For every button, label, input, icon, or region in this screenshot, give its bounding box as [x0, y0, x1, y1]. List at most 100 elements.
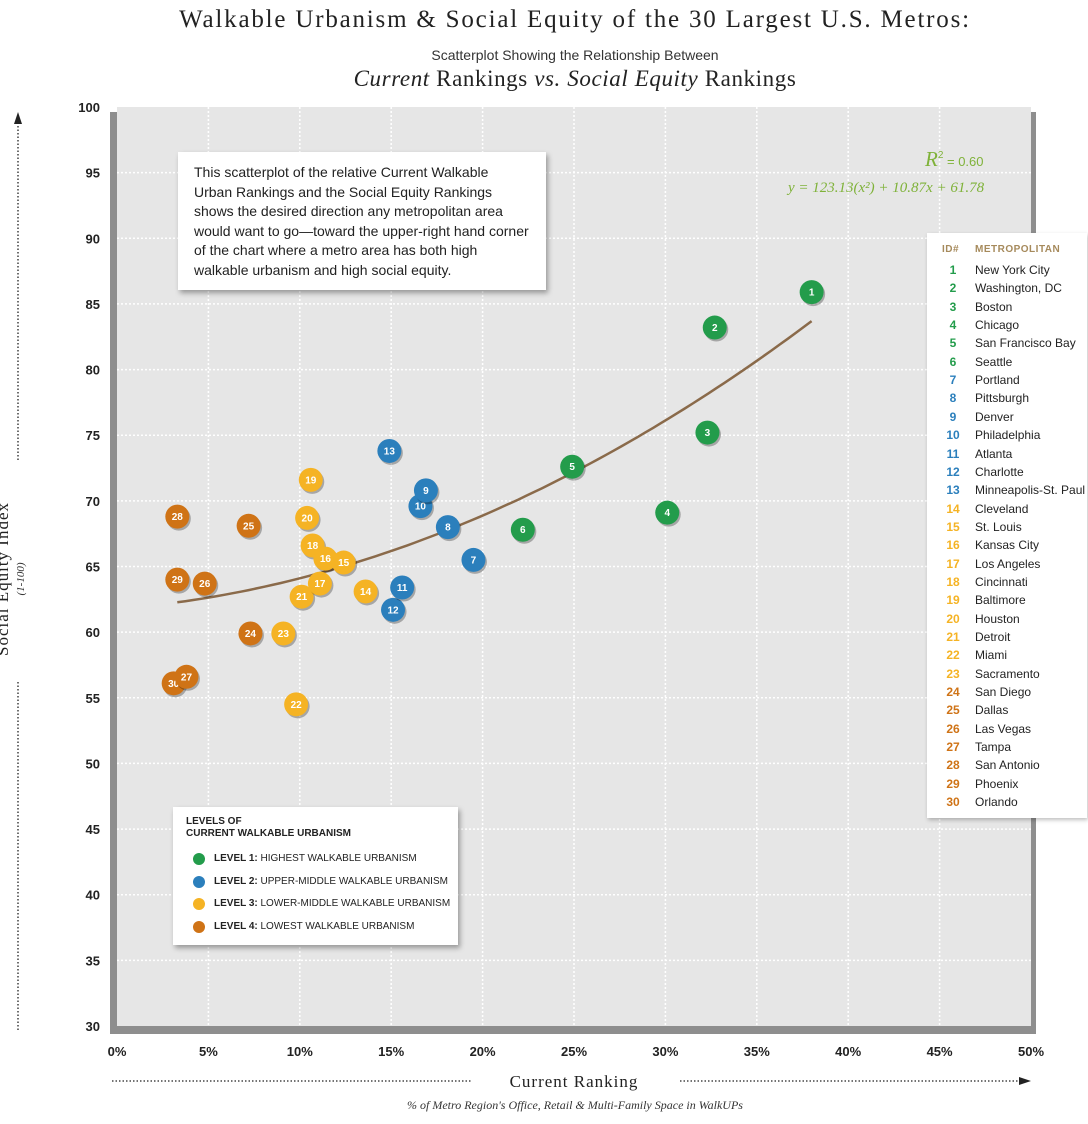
- x-tick-label: 45%: [927, 1044, 953, 1059]
- x-tick-label: 30%: [652, 1044, 678, 1059]
- legend-row-name: Pittsburgh: [975, 391, 1030, 406]
- subtitle-vs: vs.: [534, 66, 561, 91]
- legend-row-name: Cincinnati: [975, 574, 1028, 589]
- legend-row-name: Seattle: [975, 354, 1013, 369]
- scatter-point: [284, 692, 309, 717]
- legend-row: 9 Denver: [927, 408, 1087, 426]
- legend-row: 1 New York City: [927, 261, 1087, 279]
- legend-row-id: 9: [949, 409, 957, 424]
- legend-row: 12 Charlotte: [927, 463, 1087, 481]
- y-tick-label: 50: [86, 756, 100, 771]
- legend-row-name: Washington, DC: [975, 281, 1062, 296]
- legend-row-name: St. Louis: [975, 519, 1022, 534]
- legend-row-id: 18: [946, 574, 960, 589]
- level-4-label: LEVEL 4: LOWEST WALKABLE URBANISM: [214, 920, 414, 934]
- legend-row: 13 Minneapolis-St. Paul: [927, 481, 1087, 499]
- scatter-point: [381, 597, 406, 622]
- y-axis-subtitle: (1-100): [15, 562, 27, 596]
- legend-row-id: 5: [949, 336, 957, 351]
- legend-row-name: Miami: [975, 648, 1007, 663]
- legend-id-header: ID#: [942, 244, 960, 255]
- y-axis-title: Social Equity Index: [0, 501, 12, 657]
- scatter-point: [165, 504, 190, 529]
- level-2-bold: LEVEL 2:: [214, 876, 258, 887]
- legend-row-name: Las Vegas: [975, 721, 1032, 736]
- legend-row-name: Phoenix: [975, 776, 1019, 791]
- scatter-point: [238, 621, 263, 646]
- point-label: 19: [305, 475, 317, 486]
- y-tick-label: 65: [86, 560, 100, 575]
- point-label: 18: [307, 541, 319, 552]
- legend-row: 23 Sacramento: [927, 665, 1087, 683]
- scatter-point: [192, 571, 217, 596]
- scatter-point: [655, 500, 680, 525]
- legend-row-id: 24: [946, 685, 960, 700]
- y-tick-label: 60: [86, 625, 100, 640]
- legend-row-id: 26: [946, 721, 960, 736]
- levels-legend-title: LEVELS OF CURRENT WALKABLE URBANISM: [186, 816, 406, 840]
- metro-legend: ID# METROPOLITAN 1 New York City 2 Washingt…: [927, 233, 1087, 818]
- legend-row-name: Houston: [975, 611, 1020, 626]
- legend-row-id: 17: [946, 556, 960, 571]
- legend-row-name: Boston: [975, 299, 1013, 314]
- level-4-dot: [193, 921, 205, 933]
- level-4-text: LOWEST WALKABLE URBANISM: [257, 921, 415, 932]
- legend-row-id: 30: [946, 795, 960, 810]
- legend-row: 16 Kansas City: [927, 536, 1087, 554]
- legend-row-id: 25: [946, 703, 960, 718]
- point-label: 22: [291, 700, 303, 711]
- scatter-point: [271, 621, 296, 646]
- legend-row-id: 29: [946, 776, 960, 791]
- point-label: 28: [172, 512, 184, 523]
- legend-metro-header: METROPOLITAN: [975, 244, 1061, 255]
- x-axis-title: Current Ranking: [509, 1072, 639, 1091]
- legend-row: 25 Dallas: [927, 701, 1087, 719]
- legend-row-id: 12: [946, 464, 960, 479]
- legend-row: 15 St. Louis: [927, 518, 1087, 536]
- scatter-point: [298, 467, 323, 492]
- point-label: 16: [320, 554, 332, 565]
- legend-row: 20 Houston: [927, 610, 1087, 628]
- legend-row-name: Los Angeles: [975, 556, 1041, 571]
- x-tick-label: 10%: [287, 1044, 313, 1059]
- x-tick-label: 25%: [561, 1044, 587, 1059]
- x-tick-labels: 0% 5% 10% 15% 20% 25% 30% 35% 40% 45% 50%: [108, 1044, 1045, 1059]
- point-label: 17: [314, 579, 326, 590]
- scatter-point: [435, 515, 460, 540]
- scatter-point: [377, 438, 402, 463]
- legend-row-name: Denver: [975, 409, 1014, 424]
- legend-row: 17 Los Angeles: [927, 555, 1087, 573]
- x-axis-arrowhead: [1019, 1077, 1031, 1085]
- legend-row-id: 28: [946, 758, 960, 773]
- legend-row-id: 6: [949, 354, 957, 369]
- point-label: 6: [520, 525, 526, 536]
- point-label: 25: [243, 521, 255, 532]
- legend-row-id: 16: [946, 538, 960, 553]
- level-3-label: LEVEL 3: LOWER-MIDDLE WALKABLE URBANISM: [214, 897, 450, 911]
- legend-row-id: 1: [949, 263, 957, 277]
- legend-row-name: Minneapolis-St. Paul: [975, 483, 1086, 498]
- level-1-label: LEVEL 1: HIGHEST WALKABLE URBANISM: [214, 852, 417, 866]
- r-squared: R2 = 0.60: [925, 147, 984, 172]
- legend-row: 4 Chicago: [927, 316, 1087, 334]
- level-3-text: LOWER-MIDDLE WALKABLE URBANISM: [257, 898, 451, 909]
- scatter-point: [353, 579, 378, 604]
- point-label: 1: [809, 288, 815, 299]
- regression-equation: y = 123.13(x²) + 10.87x + 61.78: [788, 180, 985, 196]
- scatter-point: [165, 567, 190, 592]
- level-1-dot: [193, 853, 205, 865]
- axis-arrows: [14, 112, 1031, 1085]
- point-label: 23: [278, 629, 290, 640]
- y-tick-label: 70: [86, 494, 100, 509]
- legend-row-name: Sacramento: [975, 666, 1040, 681]
- legend-row-id: 20: [946, 611, 960, 626]
- scatter-point: [413, 478, 438, 503]
- legend-row-name: Orlando: [975, 795, 1018, 810]
- point-label: 27: [181, 672, 193, 683]
- legend-row: 2 Washington, DC: [927, 279, 1087, 297]
- legend-row-id: 7: [949, 373, 957, 388]
- legend-row-name: Philadelphia: [975, 428, 1041, 443]
- x-tick-label: 20%: [470, 1044, 496, 1059]
- legend-row-id: 23: [946, 666, 960, 681]
- scatter-point: [313, 546, 338, 571]
